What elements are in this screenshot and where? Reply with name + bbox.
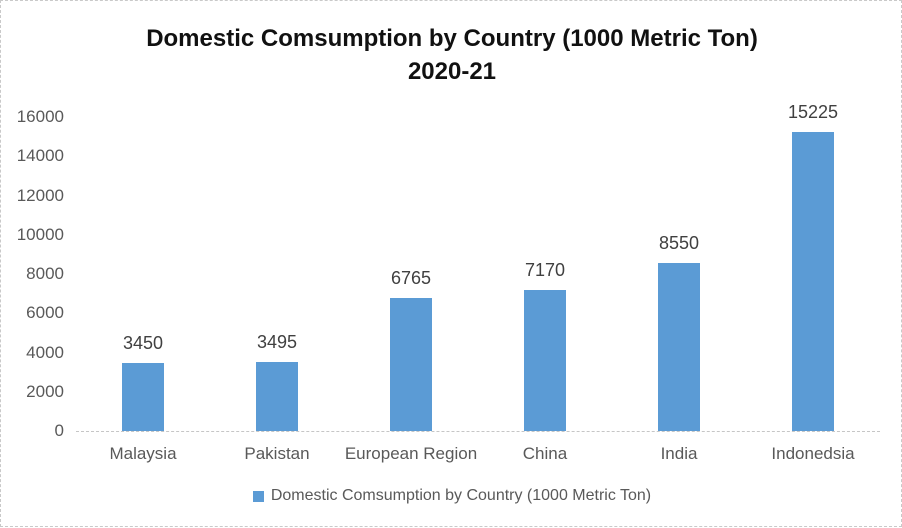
bar-indonedsia <box>792 132 834 431</box>
y-axis-tick-label: 10000 <box>16 224 64 244</box>
y-axis-tick-label: 0 <box>54 421 64 440</box>
bar-european-region <box>390 298 432 431</box>
legend: Domestic Comsumption by Country (1000 Me… <box>1 486 902 506</box>
chart-title-line2: 2020-21 <box>407 58 497 85</box>
y-axis-tick-label: 6000 <box>26 303 64 323</box>
data-label: 8550 <box>658 233 700 253</box>
data-label: 3450 <box>122 333 164 353</box>
bar-india <box>658 263 700 431</box>
data-label: 6765 <box>390 268 432 288</box>
x-axis-category-label: Indonedsia <box>771 444 855 463</box>
y-axis-tick-label: 4000 <box>26 342 64 362</box>
bar-pakistan <box>256 362 298 431</box>
bar-china <box>524 290 566 431</box>
x-axis-category-label: Pakistan <box>244 444 310 463</box>
data-label: 7170 <box>524 260 566 280</box>
data-label: 3495 <box>256 332 298 352</box>
y-axis-tick-label: 12000 <box>16 185 64 205</box>
y-axis-tick-label: 14000 <box>16 146 64 166</box>
x-axis-category-label: China <box>522 444 568 463</box>
y-axis-tick-label: 16000 <box>16 107 64 126</box>
legend-swatch-icon <box>252 490 264 502</box>
x-axis-line <box>76 431 880 432</box>
legend-label: Domestic Comsumption by Country (1000 Me… <box>270 487 652 504</box>
x-axis-category-label: Malaysia <box>109 444 177 463</box>
chart-title: Domestic Comsumption by Country (1000 Me… <box>1 22 902 88</box>
bar-malaysia <box>122 363 164 431</box>
x-axis-category-label: European Region <box>344 444 478 463</box>
x-axis-category-label: India <box>660 444 698 463</box>
chart-title-line1: Domestic Comsumption by Country (1000 Me… <box>146 25 758 52</box>
y-axis-tick-label: 2000 <box>26 381 64 401</box>
y-axis-tick-label: 8000 <box>26 264 64 283</box>
data-label: 15225 <box>787 102 839 122</box>
